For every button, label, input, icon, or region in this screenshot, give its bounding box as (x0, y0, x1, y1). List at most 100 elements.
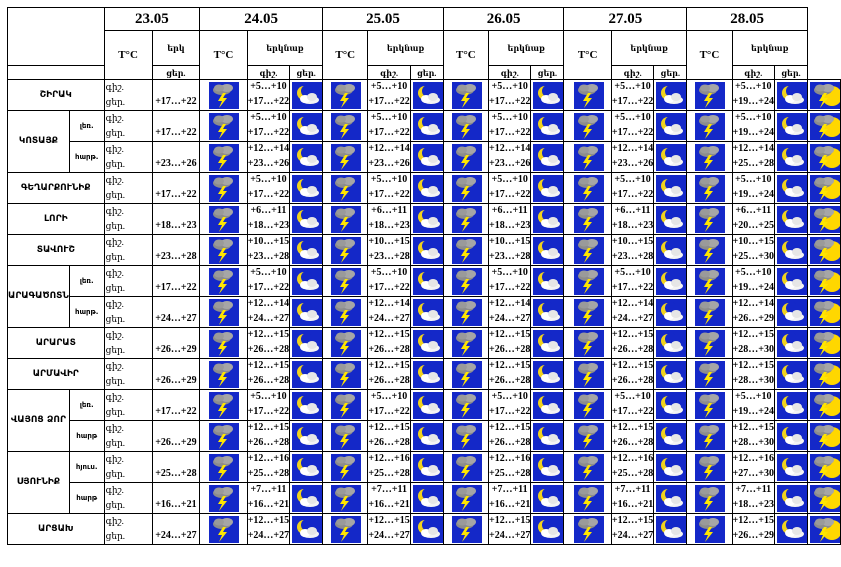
day-temp: +17…+22 (155, 282, 197, 293)
temp-cell: +17…+22 (151, 389, 201, 421)
night-temp: +12…+14 (489, 143, 531, 154)
night-icon-cell (289, 482, 324, 514)
day-icon-cell (322, 358, 369, 390)
temp-cell: +5…+10 +17…+22 (487, 110, 532, 142)
night-temp: +7…+11 (735, 484, 772, 495)
thunderstorm-icon (331, 423, 362, 450)
day-temp: +23…+26 (247, 158, 290, 169)
night-icon-cell (409, 141, 444, 173)
moon-cloud-icon (533, 299, 563, 326)
temp-cell: +12…+15 +26…+28 (246, 327, 291, 359)
night-icon-cell (530, 358, 565, 390)
day-icon-cell (442, 141, 490, 173)
night-temp: +5…+10 (370, 391, 408, 402)
day-temp: +26…+29 (155, 437, 197, 448)
day-temp: +28…+30 (732, 437, 774, 448)
moon-cloud-icon (656, 206, 686, 233)
day-icon-cell (199, 141, 248, 173)
night-label: գիշ. (105, 392, 124, 402)
night-temp: +7…+11 (250, 484, 287, 495)
day-temp: +17…+22 (368, 96, 410, 107)
night-temp: +12…+15 (611, 329, 654, 340)
temp-cell: +12…+14 +23…+26 (487, 141, 532, 173)
day-icon-header: ցեր. (653, 65, 688, 80)
day-temp: +26…+28 (489, 344, 531, 355)
thunderstorm-icon (695, 175, 726, 202)
thunderstorm-icon (331, 485, 362, 512)
region-name: ԳԵՂԱՐՔՈՒՆԻՔ (7, 172, 105, 204)
temp-cell: +16…+21 (151, 482, 201, 514)
night-icon-cell (289, 451, 324, 483)
night-icon-cell (530, 513, 565, 545)
night-icon-cell (773, 451, 809, 483)
region-name: ՍՅՈՒՆԻՔ (7, 451, 70, 514)
night-label: գիշ. (105, 454, 124, 464)
thunderstorm-icon (695, 144, 726, 171)
thunderstorm-icon (573, 268, 604, 295)
night-temp: +10…+15 (732, 236, 774, 247)
day-temp: +17…+22 (611, 96, 654, 107)
thunderstorm-icon (209, 516, 240, 543)
thunderstorm-icon (331, 175, 362, 202)
thunderstorm-icon (451, 113, 482, 140)
day-temp: +24…+27 (247, 313, 290, 324)
day-label: ցեր. (105, 252, 126, 262)
thunderstorm-icon (331, 268, 362, 295)
night-icon-cell (409, 358, 444, 390)
moon-cloud-icon (776, 485, 807, 512)
temp-cell: +5…+10 +17…+22 (246, 172, 291, 204)
night-icon-header: գիշ. (487, 65, 532, 80)
thunderstorm-icon (451, 82, 482, 109)
day-temp: +23…+28 (611, 251, 654, 262)
thunderstorm-icon (331, 392, 362, 419)
day-icon-cell (807, 420, 841, 452)
temp-cell: +12…+14 +24…+27 (487, 296, 532, 328)
moon-cloud-icon (292, 82, 322, 109)
day-icon-cell (442, 389, 490, 421)
day-temp: +19…+24 (732, 127, 774, 138)
moon-cloud-icon (533, 113, 563, 140)
night-temp: +7…+11 (491, 484, 528, 495)
day-night-labels: գիշ. ցեր. (103, 451, 153, 483)
sun-thunderstorm-icon (810, 299, 840, 326)
forecast-row: ԱՐԱՐԱՏ գիշ. ցեր. +26…+29 +12…+15 +26…+28 +12…+… (7, 327, 841, 359)
night-icon-cell (409, 172, 444, 204)
night-temp: +12…+15 (732, 422, 774, 433)
temp-cell: +12…+15 +26…+28 (610, 358, 655, 390)
night-label: գիշ. (105, 516, 124, 526)
temp-cell: +26…+29 (151, 327, 201, 359)
day-icon-cell (686, 110, 733, 142)
thunderstorm-icon (695, 361, 726, 388)
temp-cell: +6…+11 +18…+23 (246, 203, 291, 235)
night-temp: +5…+10 (735, 81, 772, 92)
night-icon-cell (653, 234, 688, 266)
forecast-row: ԿՈՏԱՅՔ լեռ. գիշ. ցեր. +17…+22 +5…+10 +17…+22 +5… (7, 110, 841, 173)
thunderstorm-icon (209, 423, 240, 450)
day-label: ցեր. (105, 376, 126, 386)
day-icon-cell (807, 327, 841, 359)
icon-group-header: երկնաք (731, 30, 809, 66)
subregion-name: հարթ. (68, 141, 105, 173)
day-night-labels: գիշ. ցեր. (103, 265, 153, 297)
thunderstorm-icon (695, 423, 726, 450)
temp-cell: +12…+14 +23…+26 (367, 141, 411, 173)
day-label: ցեր. (105, 221, 126, 231)
temp-cell: +5…+10 +17…+22 (246, 389, 291, 421)
night-icon-cell (773, 296, 809, 328)
day-label: ցեր. (105, 159, 126, 169)
night-icon-cell (289, 234, 324, 266)
moon-cloud-icon (776, 268, 807, 295)
day-temp: +26…+28 (247, 437, 290, 448)
thunderstorm-icon (573, 113, 604, 140)
temp-cell: +5…+10 +19…+24 (731, 265, 775, 297)
thunderstorm-icon (331, 144, 362, 171)
day-icon-cell (686, 172, 733, 204)
moon-cloud-icon (533, 423, 563, 450)
thunderstorm-icon (209, 392, 240, 419)
thunderstorm-icon (331, 299, 362, 326)
moon-cloud-icon (656, 454, 686, 481)
day-temp: +26…+29 (155, 344, 197, 355)
day-icon-cell (322, 172, 369, 204)
night-temp: +12…+15 (247, 360, 290, 371)
day-night-labels: գիշ. ցեր. (103, 358, 153, 390)
